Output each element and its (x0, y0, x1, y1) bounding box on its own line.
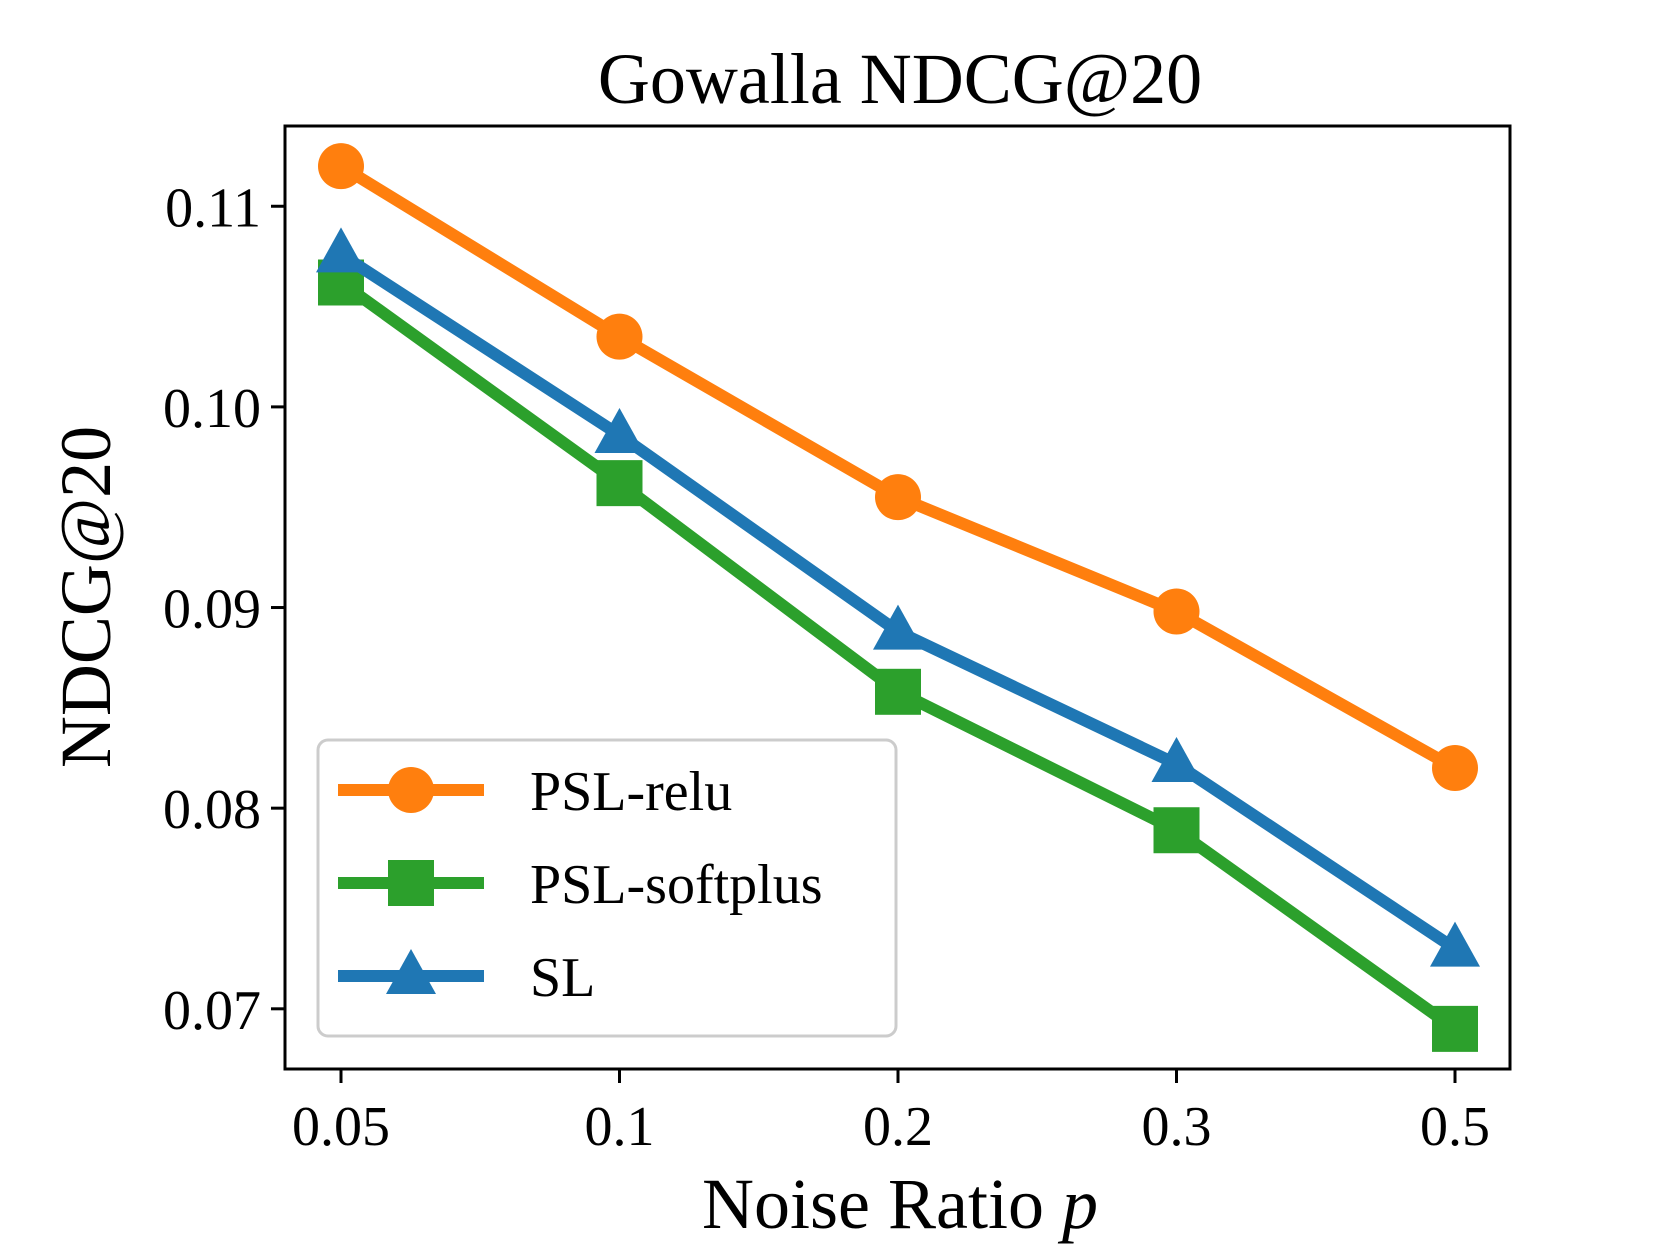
data-point (594, 407, 645, 453)
x-axis-label-text: Noise Ratio (702, 1164, 1044, 1244)
data-point (875, 668, 921, 715)
legend-label: PSL-relu (530, 761, 732, 823)
x-tick-label: 0.5 (1420, 1096, 1490, 1158)
data-point (1153, 807, 1200, 854)
x-axis-label-variable: p (1057, 1164, 1098, 1244)
data-point (1430, 921, 1480, 967)
series-sl (316, 227, 1480, 967)
legend-item: PSL-relu (338, 761, 732, 823)
x-tick-label: 0.3 (1142, 1096, 1212, 1158)
x-tick-label: 0.2 (863, 1096, 933, 1158)
y-tick-label: 0.10 (163, 378, 261, 440)
series-psl-relu (318, 143, 1478, 792)
data-point (1153, 588, 1200, 635)
legend: PSL-relu PSL-softplus SL (316, 738, 898, 1038)
legend-label: PSL-softplus (530, 854, 823, 916)
chart-title: Gowalla NDCG@20 (598, 39, 1202, 119)
x-axis-ticks: 0.05 0.1 0.2 0.3 0.5 (292, 1069, 1490, 1158)
data-point (1432, 1005, 1478, 1052)
y-tick-label: 0.07 (163, 980, 261, 1042)
data-point (318, 143, 364, 190)
data-point (873, 604, 923, 650)
legend-marker (388, 767, 434, 813)
legend-item: SL (338, 947, 595, 1009)
data-point (1432, 745, 1478, 792)
x-tick-label: 0.05 (292, 1096, 390, 1158)
y-tick-label: 0.08 (163, 779, 261, 841)
data-point (1151, 737, 1202, 783)
series-layer (316, 143, 1480, 1052)
y-tick-label: 0.09 (163, 579, 261, 641)
x-tick-label: 0.1 (585, 1096, 655, 1158)
y-axis-ticks: 0.07 0.08 0.09 0.10 0.11 (163, 177, 285, 1042)
legend-marker (386, 949, 436, 994)
data-point (596, 460, 643, 507)
y-axis-label: NDCG@20 (46, 426, 126, 768)
legend-label: SL (530, 947, 595, 1009)
data-point (875, 474, 921, 521)
data-point (316, 227, 366, 273)
legend-marker (388, 860, 434, 906)
x-axis-label: Noise Ratio p (702, 1164, 1098, 1244)
legend-box (316, 738, 898, 1038)
data-point (596, 313, 643, 360)
y-tick-label: 0.11 (165, 177, 261, 239)
legend-item: PSL-softplus (338, 854, 823, 916)
